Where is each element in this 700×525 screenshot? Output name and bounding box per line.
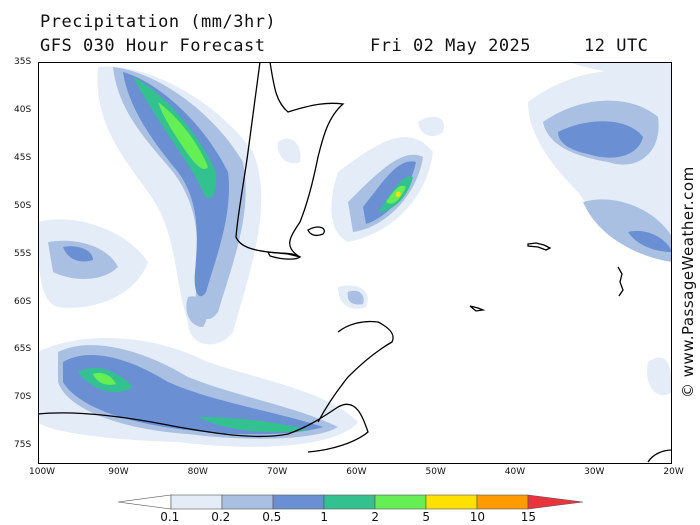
lon-label: 80W — [187, 467, 208, 477]
lon-label: 70W — [266, 467, 288, 477]
antarctic-peninsula — [317, 320, 394, 423]
precipitation-map — [38, 62, 672, 464]
legend-swatch — [425, 494, 478, 510]
lat-label: 45S — [14, 152, 32, 163]
lon-label: 40W — [504, 467, 526, 477]
legend-swatch — [272, 494, 325, 510]
forecast-subtitle: GFS 030 Hour Forecast — [40, 36, 266, 56]
lon-label: 50W — [425, 467, 446, 477]
map-frame — [38, 62, 672, 464]
legend-swatch-min — [118, 494, 172, 510]
legend-swatch — [221, 494, 274, 510]
lat-label: 35S — [14, 57, 32, 67]
lon-label: 30W — [584, 467, 605, 477]
precip-legend — [118, 494, 584, 510]
legend-value: 2 — [371, 510, 380, 524]
lat-label: 60S — [14, 296, 32, 307]
legend-value: 0.1 — [160, 510, 180, 524]
forecast-time: 12 UTC — [584, 36, 649, 56]
legend-value: 5 — [422, 510, 431, 524]
lat-label: 40S — [14, 104, 32, 115]
lat-label: 55S — [14, 248, 32, 259]
coastlines — [38, 62, 672, 463]
lon-label: 20W — [663, 467, 684, 477]
legend-swatch — [170, 494, 223, 510]
legend-swatch-max — [527, 494, 584, 510]
antarctica-coast-west — [38, 403, 369, 453]
legend-swatch — [476, 494, 529, 510]
legend-value: 10 — [469, 510, 486, 524]
lat-label: 70S — [14, 392, 32, 403]
lat-label: 75S — [14, 440, 32, 451]
precip-5-10-areas — [395, 191, 401, 197]
forecast-date: Fri 02 May 2025 — [370, 36, 532, 56]
south-georgia — [527, 242, 552, 251]
site-credit: © www.PassageWeather.com — [679, 166, 697, 398]
legend-swatch — [323, 494, 376, 510]
lon-label: 60W — [346, 467, 367, 477]
legend-swatch — [374, 494, 427, 510]
legend-value: 0.2 — [211, 510, 231, 524]
legend-value: 0.5 — [262, 510, 282, 524]
lat-label: 65S — [14, 344, 32, 355]
lon-label: 90W — [108, 467, 129, 477]
lon-label: 100W — [29, 467, 56, 477]
lat-label: 50S — [14, 200, 32, 211]
legend-value: 1 — [320, 510, 329, 524]
falkland-islands — [307, 226, 325, 237]
south-sandwich-islands — [617, 266, 624, 297]
chart-title: Precipitation (mm/3hr) — [40, 12, 277, 32]
antarctica-coast-east — [647, 449, 672, 463]
argentina-coast — [269, 62, 345, 258]
tierra-del-fuego — [266, 251, 302, 260]
precip-heavy-areas — [63, 72, 672, 435]
legend-value: 15 — [520, 510, 537, 524]
south-orkney-islands — [469, 305, 486, 312]
